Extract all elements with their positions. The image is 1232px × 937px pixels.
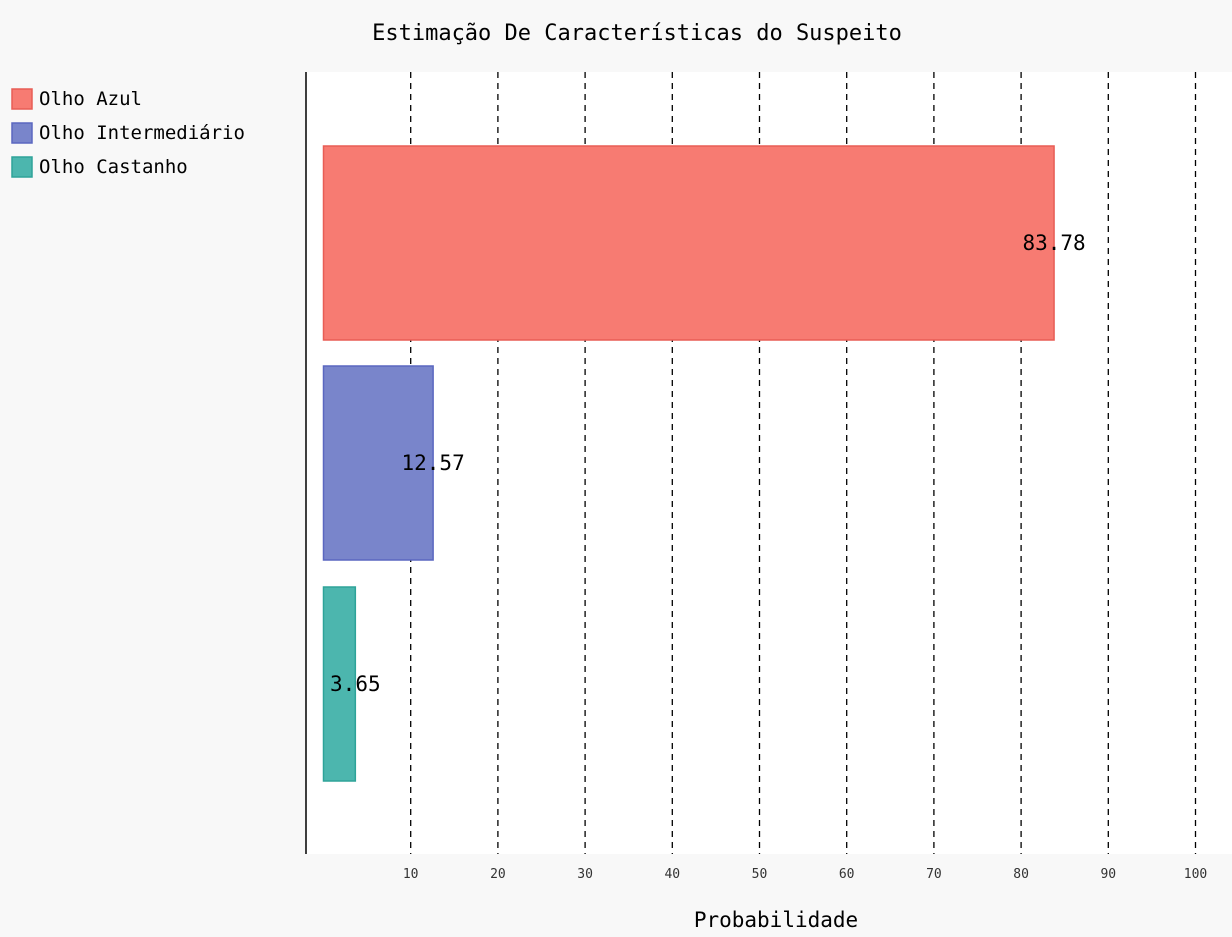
x-tick-label: 90 [1100,867,1116,882]
legend-swatch [11,156,33,178]
x-tick-label: 30 [577,867,593,882]
data-label: 3.65 [330,672,381,696]
bars [322,145,1055,782]
bar [322,586,357,782]
bar [322,365,434,561]
x-tick-label: 80 [1013,867,1029,882]
legend-label: Olho Azul [39,88,142,110]
x-axis-ticks: 10 20 30 40 50 60 70 80 90 100 [403,867,1207,882]
x-tick-label: 20 [490,867,506,882]
x-tick-label: 40 [664,867,680,882]
value-labels: 83.78 12.57 3.65 [330,231,1086,696]
legend-label: Olho Intermediário [39,122,245,144]
bar [322,145,1055,341]
legend-item[interactable]: Olho Azul [11,88,142,110]
legend-swatch [11,122,33,144]
x-tick-label: 60 [839,867,855,882]
legend-label: Olho Castanho [39,156,188,178]
legend-item[interactable]: Olho Castanho [11,156,188,178]
x-tick-label: 70 [926,867,942,882]
chart-title: Estimação De Características do Suspeito [372,21,902,46]
x-tick-label: 100 [1184,867,1207,882]
legend-item[interactable]: Olho Intermediário [11,122,245,144]
x-axis-title: Probabilidade [694,908,858,932]
data-label: 83.78 [1022,231,1085,255]
x-tick-label: 10 [403,867,419,882]
legend-swatch [11,88,33,110]
legend: Olho Azul Olho Intermediário Olho Castanho [11,88,245,178]
x-tick-label: 50 [752,867,768,882]
data-label: 12.57 [402,451,465,475]
